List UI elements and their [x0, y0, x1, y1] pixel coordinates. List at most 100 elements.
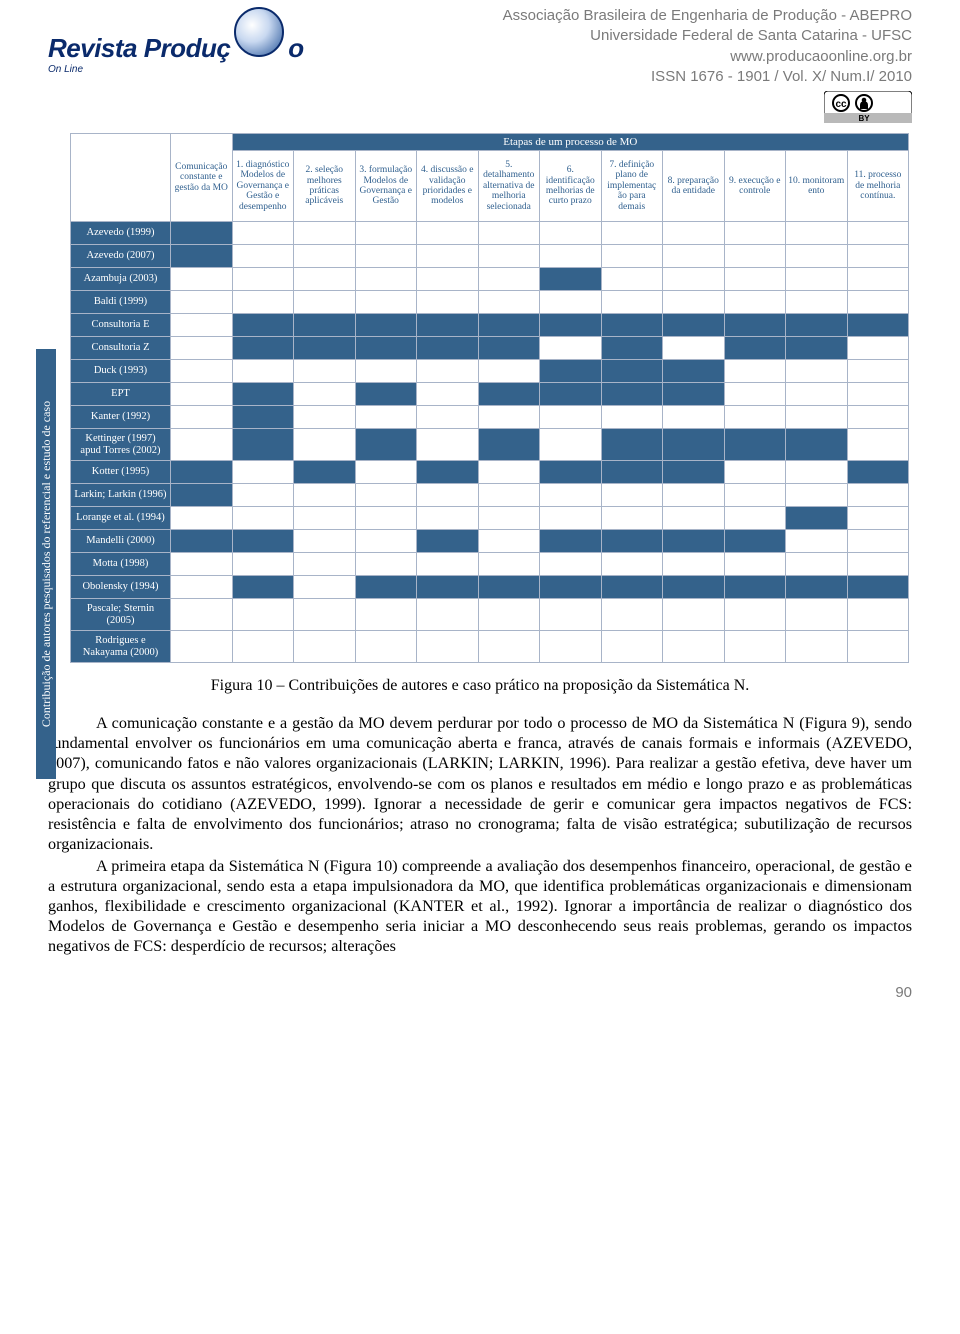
matrix-cell [601, 222, 663, 245]
matrix-col-4: 4. discussão e validação prioridades e m… [417, 151, 479, 222]
matrix-cell [171, 553, 233, 576]
matrix-cell [786, 507, 848, 530]
matrix-cell [171, 530, 233, 553]
matrix-body: Azevedo (1999)Azevedo (2007)Azambuja (20… [71, 222, 909, 663]
cc-by-icon: cc BY [824, 91, 912, 123]
matrix-cell [478, 553, 540, 576]
matrix-cell [540, 360, 602, 383]
matrix-cell [847, 222, 909, 245]
matrix-cell [232, 222, 294, 245]
matrix-cell [355, 631, 417, 663]
matrix-row-label: Consultoria E [71, 314, 171, 337]
matrix-row-label: Consultoria Z [71, 337, 171, 360]
matrix-row: EPT [71, 383, 909, 406]
matrix-cell [171, 406, 233, 429]
matrix-cell [847, 337, 909, 360]
matrix-cell [355, 383, 417, 406]
matrix-cell [232, 553, 294, 576]
matrix-cell [232, 461, 294, 484]
matrix-col-11: 11. processo de melhoria contínua. [847, 151, 909, 222]
page-header: Revista Produç o On Line Associação Bras… [48, 6, 912, 87]
matrix-cell [417, 337, 479, 360]
matrix-cell [417, 406, 479, 429]
matrix-cell [724, 291, 786, 314]
matrix-cell [724, 245, 786, 268]
matrix-row-label: Duck (1993) [71, 360, 171, 383]
matrix-cell [724, 429, 786, 461]
matrix-cell [294, 429, 356, 461]
matrix-cell [355, 576, 417, 599]
matrix-cell [601, 576, 663, 599]
matrix-cell [417, 268, 479, 291]
matrix-col-7: 7. definição plano de implementaç ão par… [601, 151, 663, 222]
matrix-row-label: Baldi (1999) [71, 291, 171, 314]
matrix-cell [724, 530, 786, 553]
matrix-col-9: 9. execução e controle [724, 151, 786, 222]
matrix-cell [847, 291, 909, 314]
matrix-cell [232, 599, 294, 631]
matrix-cell [478, 599, 540, 631]
matrix-cell [478, 291, 540, 314]
matrix-cell [847, 245, 909, 268]
logo-title: Revista Produç [48, 33, 230, 63]
matrix-cell [294, 461, 356, 484]
matrix-cell [478, 245, 540, 268]
matrix-cell [540, 599, 602, 631]
matrix-cell [232, 631, 294, 663]
svg-text:cc: cc [835, 99, 847, 110]
contribution-matrix: Contribuição de autores pesquisados do r… [70, 133, 912, 663]
matrix-cell [478, 383, 540, 406]
matrix-cell [232, 245, 294, 268]
matrix-cell [478, 337, 540, 360]
matrix-cell [847, 576, 909, 599]
matrix-cell [294, 507, 356, 530]
matrix-cell [478, 631, 540, 663]
matrix-cell [478, 461, 540, 484]
logo-title-suffix: o [288, 33, 303, 63]
matrix-cell [724, 268, 786, 291]
matrix-cell [417, 383, 479, 406]
matrix-cell [171, 631, 233, 663]
matrix-cell [417, 553, 479, 576]
matrix-row: Rodrigues e Nakayama (2000) [71, 631, 909, 663]
matrix-cell [540, 222, 602, 245]
matrix-row: Duck (1993) [71, 360, 909, 383]
matrix-cell [294, 576, 356, 599]
matrix-cell [663, 268, 725, 291]
matrix-cell [171, 576, 233, 599]
matrix-cell [601, 631, 663, 663]
matrix-cell [663, 337, 725, 360]
matrix-cell [540, 429, 602, 461]
matrix-row-axis-label: Contribuição de autores pesquisados do r… [36, 349, 56, 779]
matrix-cell [540, 530, 602, 553]
matrix-cell [724, 576, 786, 599]
matrix-cell [478, 314, 540, 337]
matrix-cell [663, 461, 725, 484]
logo-subtitle: On Line [48, 64, 304, 75]
matrix-row: Obolensky (1994) [71, 576, 909, 599]
matrix-row: Kotter (1995) [71, 461, 909, 484]
matrix-cell [232, 337, 294, 360]
matrix-cell [478, 406, 540, 429]
matrix-cell [724, 553, 786, 576]
matrix-cell [786, 484, 848, 507]
matrix-row-label: EPT [71, 383, 171, 406]
matrix-row: Azevedo (2007) [71, 245, 909, 268]
matrix-row-label: Kotter (1995) [71, 461, 171, 484]
matrix-cell [663, 291, 725, 314]
matrix-cell [294, 530, 356, 553]
matrix-cell [786, 406, 848, 429]
matrix-cell [601, 314, 663, 337]
matrix-cell [232, 291, 294, 314]
matrix-cell [724, 337, 786, 360]
matrix-cell [478, 484, 540, 507]
matrix-cell [847, 484, 909, 507]
matrix-cell [294, 360, 356, 383]
matrix-cell [663, 507, 725, 530]
matrix-cell [540, 337, 602, 360]
matrix-table: Comunicação constante e gestão da MO Eta… [70, 133, 909, 663]
matrix-cell [171, 337, 233, 360]
header-issn: ISSN 1676 - 1901 / Vol. X/ Num.I/ 2010 [338, 67, 912, 87]
matrix-cell [847, 599, 909, 631]
matrix-cell [417, 245, 479, 268]
